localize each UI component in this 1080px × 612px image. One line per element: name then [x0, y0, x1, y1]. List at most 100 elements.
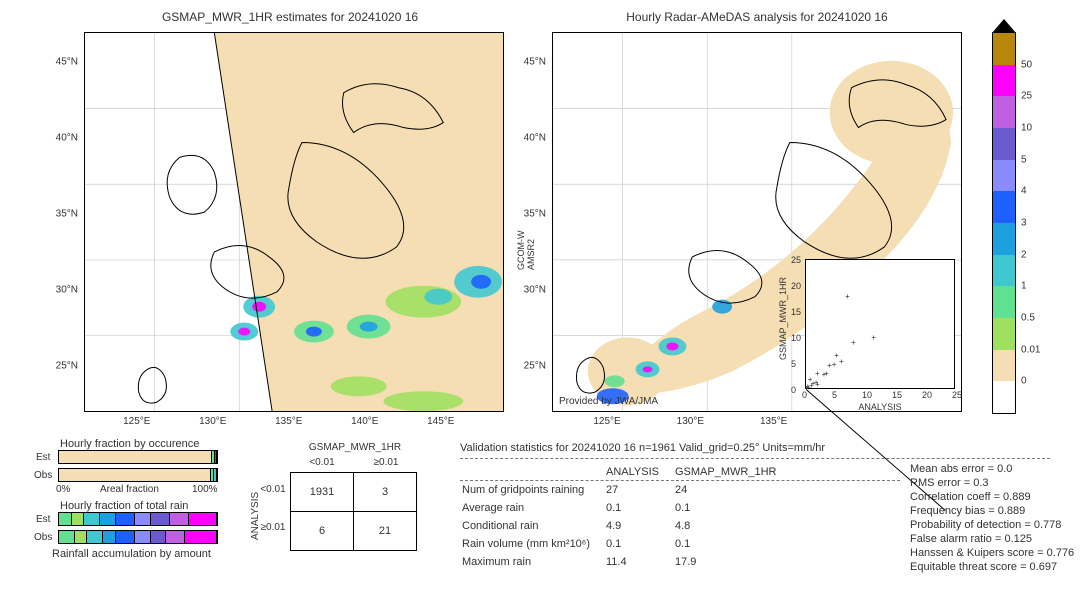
colorbar-tick: 2	[1021, 249, 1027, 260]
scatter-point: +	[839, 359, 844, 364]
obs-label-1: Obs	[34, 470, 52, 481]
stats-metric: Probability of detection = 0.778	[910, 518, 1074, 532]
right-map-panel: ++++++++++++++++++ 0510152025 0510152025…	[552, 32, 962, 412]
stats-metric: Equitable threat score = 0.697	[910, 560, 1074, 574]
left-map-title: GSMAP_MWR_1HR estimates for 20241020 16	[80, 10, 500, 24]
ct-header: GSMAP_MWR_1HR	[290, 442, 420, 453]
stats-cell: 4.9	[606, 518, 673, 534]
stats-metric: Frequency bias = 0.889	[910, 504, 1074, 518]
stats-cell: 0.1	[675, 500, 790, 516]
colorbar-tick: 1	[1021, 281, 1027, 292]
scatter-xlabel: ANALYSIS	[806, 402, 954, 412]
axis-tick: 135°E	[275, 416, 302, 427]
colorbar-tick: 10	[1021, 123, 1032, 134]
ct-cell-11: 21	[354, 512, 417, 551]
colorbar-tick: 5	[1021, 154, 1027, 165]
scatter-point: +	[832, 362, 837, 367]
scatter-point: +	[851, 340, 856, 345]
axis-tick: 40°N	[56, 133, 78, 144]
stats-cell: Num of gridpoints raining	[462, 482, 604, 498]
ct-col0: <0.01	[292, 457, 352, 468]
est-label-2: Est	[36, 514, 50, 525]
ct-col1: ≥0.01	[356, 457, 416, 468]
stats-metric: Mean abs error = 0.0	[910, 462, 1074, 476]
bar-obs-total	[58, 530, 218, 544]
axis-tick: 45°N	[56, 57, 78, 68]
stats-metric: Correlation coeff = 0.889	[910, 490, 1074, 504]
scatter-point: +	[871, 335, 876, 340]
areal-label: Areal fraction	[100, 484, 159, 495]
axis-tick: 130°E	[199, 416, 226, 427]
totalrain-title: Hourly fraction of total rain	[60, 500, 188, 512]
contingency-table: 1931 3 6 21	[290, 472, 417, 551]
axis-tick: 45°N	[524, 57, 546, 68]
scatter-point: +	[814, 380, 819, 385]
axis-tick: 35°N	[524, 209, 546, 220]
stats-left-table: ANALYSIS GSMAP_MWR_1HR Num of gridpoints…	[460, 462, 792, 572]
scatter-point: +	[805, 384, 810, 389]
accum-title: Rainfall accumulation by amount	[52, 548, 211, 560]
colorbar-tick: 0.5	[1021, 313, 1035, 324]
stats-cell: 0.1	[606, 536, 673, 552]
axis-tick: 140°E	[351, 416, 378, 427]
ct-cell-01: 3	[354, 473, 417, 512]
scatter-ylabel: GSMAP_MWR_1HR	[778, 277, 788, 360]
colorbar-tick: 50	[1021, 59, 1032, 70]
provided-label: Provided by JWA/JMA	[559, 396, 658, 407]
colorbar: 502510543210.50.010	[992, 32, 1016, 414]
axis-tick: 30°N	[524, 285, 546, 296]
bar-est-occurrence	[58, 450, 218, 464]
pct100-label: 100%	[192, 484, 218, 495]
stats-metric: Hanssen & Kuipers score = 0.776	[910, 546, 1074, 560]
axis-tick: 135°E	[760, 416, 787, 427]
stats-col-b: GSMAP_MWR_1HR	[675, 464, 790, 480]
stats-cell: 11.4	[606, 554, 673, 570]
stats-cell: Average rain	[462, 500, 604, 516]
axis-tick: 30°N	[56, 285, 78, 296]
scatter-point: +	[808, 377, 813, 382]
pct0-label: 0%	[56, 484, 70, 495]
ct-cell-00: 1931	[291, 473, 354, 512]
stats-cell: 4.8	[675, 518, 790, 534]
bar-obs-occurrence	[58, 468, 218, 482]
stats-metric: RMS error = 0.3	[910, 476, 1074, 490]
stats-right-list: Mean abs error = 0.0RMS error = 0.3Corre…	[910, 462, 1074, 574]
stats-title: Validation statistics for 20241020 16 n=…	[460, 442, 825, 454]
colorbar-tick: 4	[1021, 186, 1027, 197]
axis-tick: 25°N	[524, 361, 546, 372]
scatter-point: +	[824, 371, 829, 376]
colorbar-tick: 3	[1021, 218, 1027, 229]
stats-cell: 17.9	[675, 554, 790, 570]
obs-label-2: Obs	[34, 532, 52, 543]
scatter-point: +	[845, 294, 850, 299]
right-map-title: Hourly Radar-AMeDAS analysis for 2024102…	[552, 10, 962, 24]
stats-cell: 0.1	[606, 500, 673, 516]
left-map-svg	[85, 33, 503, 411]
axis-tick: 125°E	[593, 416, 620, 427]
bar-est-total	[58, 512, 218, 526]
axis-tick: 145°E	[427, 416, 454, 427]
axis-tick: 25°N	[56, 361, 78, 372]
stats-cell: 0.1	[675, 536, 790, 552]
stats-col-a: ANALYSIS	[606, 464, 673, 480]
scatter-point: +	[815, 371, 820, 376]
left-map-panel	[84, 32, 504, 412]
occurrence-title: Hourly fraction by occurence	[60, 438, 199, 450]
ct-row1: ≥0.01	[258, 522, 288, 533]
stats-cell: Conditional rain	[462, 518, 604, 534]
colorbar-tick: 0.01	[1021, 344, 1040, 355]
colorbar-tick: 0	[1021, 376, 1027, 387]
stats-cell: Rain volume (mm km²10⁶)	[462, 536, 604, 552]
colorbar-tick: 25	[1021, 91, 1032, 102]
stats-cell: 27	[606, 482, 673, 498]
est-label-1: Est	[36, 452, 50, 463]
axis-tick: 40°N	[524, 133, 546, 144]
stats-dash-mid	[460, 480, 900, 481]
stats-dash-top	[460, 458, 1050, 459]
stats-cell: Maximum rain	[462, 554, 604, 570]
axis-tick: 125°E	[123, 416, 150, 427]
axis-tick: 130°E	[677, 416, 704, 427]
axis-tick: 35°N	[56, 209, 78, 220]
stats-metric: False alarm ratio = 0.125	[910, 532, 1074, 546]
ct-cell-10: 6	[291, 512, 354, 551]
